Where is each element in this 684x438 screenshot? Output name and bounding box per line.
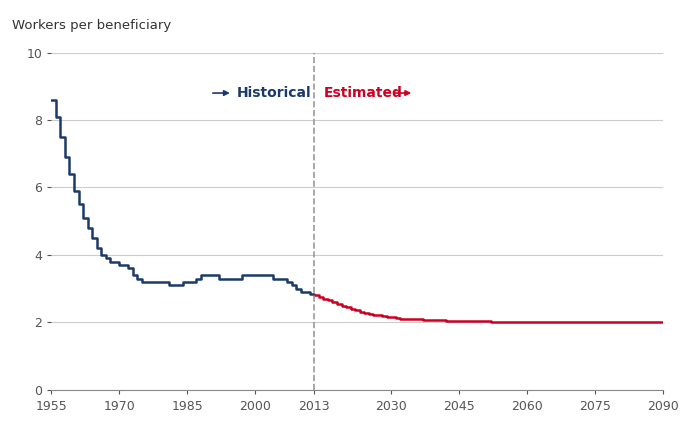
Text: Historical: Historical bbox=[237, 86, 312, 100]
Text: Workers per beneficiary: Workers per beneficiary bbox=[12, 19, 171, 32]
Text: Estimated: Estimated bbox=[324, 86, 402, 100]
